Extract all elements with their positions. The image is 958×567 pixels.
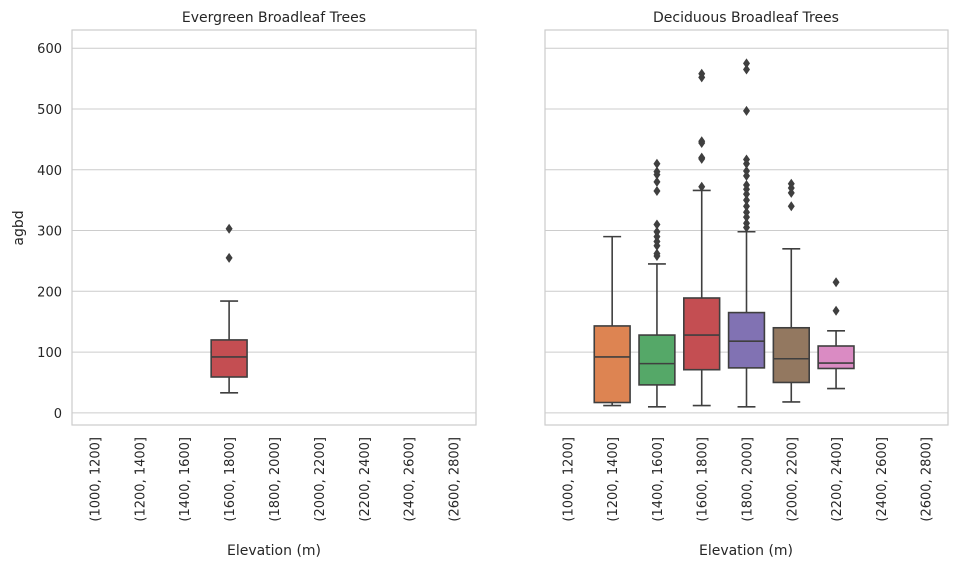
outlier-point <box>653 158 661 169</box>
outlier-point <box>653 219 661 230</box>
box-2200-2400 <box>817 277 855 390</box>
outlier-point <box>743 154 750 165</box>
x-tick-labels: (1000, 1200] (1200, 1400] (1400, 1600] (160… <box>561 437 934 522</box>
x-tick-label: (1400, 1600] <box>651 437 666 522</box>
outlier-point <box>787 201 795 212</box>
y-tick-label: 200 <box>37 285 62 300</box>
iqr-box <box>817 345 855 370</box>
iqr-box <box>638 334 676 386</box>
y-tick-label: 300 <box>37 225 62 240</box>
y-gridlines <box>72 47 476 414</box>
y-axis-label: agbd <box>11 210 27 245</box>
x-tick-label: (2400, 2600] <box>403 437 418 522</box>
box-1600-1800 <box>210 223 248 394</box>
box-1600-1800 <box>683 68 721 407</box>
y-tick-label: 500 <box>37 103 62 118</box>
x-tick-label: (2200, 2400] <box>830 437 845 522</box>
outlier-point <box>698 136 706 147</box>
iqr-box <box>210 339 248 378</box>
x-tick-label: (2200, 2400] <box>358 437 373 522</box>
x-tick-label: (2000, 2200] <box>785 437 800 522</box>
box-2000-2200 <box>772 178 810 403</box>
outlier-point <box>653 176 661 187</box>
y-tick-label: 100 <box>37 346 62 361</box>
y-tick-label: 400 <box>37 164 62 179</box>
outlier-point <box>653 226 661 237</box>
x-tick-label: (1800, 2000] <box>741 437 756 522</box>
x-tick-label: (2600, 2800] <box>920 437 935 522</box>
outlier-point <box>225 223 233 234</box>
x-axis-label: Elevation (m) <box>699 543 793 559</box>
plot-frame <box>71 29 477 426</box>
plot-frame <box>544 29 949 426</box>
x-tick-label: (1000, 1200] <box>561 437 576 522</box>
iqr-box <box>683 297 721 371</box>
x-tick-label: (2600, 2800] <box>448 437 463 522</box>
boxes <box>593 58 855 408</box>
outlier-point <box>743 195 750 206</box>
y-tick-labels: 0 100 200 300 400 500 600 <box>37 42 62 422</box>
iqr-box <box>772 326 810 384</box>
x-tick-label: (1600, 1800] <box>696 437 711 522</box>
y-tick-label: 0 <box>54 407 62 422</box>
panel-title: Evergreen Broadleaf Trees <box>182 10 366 26</box>
panel-title: Deciduous Broadleaf Trees <box>653 10 839 26</box>
outlier-point <box>653 248 661 259</box>
box-1400-1600 <box>638 158 676 408</box>
boxes <box>210 223 248 394</box>
x-tick-label: (1200, 1400] <box>606 437 621 522</box>
x-tick-label: (1800, 2000] <box>268 437 283 522</box>
box-1800-2000 <box>727 58 766 408</box>
outlier-point <box>743 105 750 116</box>
panel-evergreen: Evergreen Broadleaf Trees 0 100 200 300 400 5… <box>11 10 477 559</box>
iqr-box <box>593 325 631 404</box>
panel-deciduous: Deciduous Broadleaf Trees (1000, 1200] (1… <box>544 10 949 559</box>
x-tick-label: (2400, 2600] <box>875 437 890 522</box>
outlier-point <box>653 166 661 177</box>
outlier-point <box>653 186 661 197</box>
outlier-point <box>225 252 233 263</box>
x-tick-label: (1600, 1800] <box>223 437 238 522</box>
outlier-point <box>832 277 840 288</box>
x-tick-label: (1000, 1200] <box>88 437 103 522</box>
outlier-point <box>743 207 750 218</box>
outlier-point <box>743 58 750 69</box>
outlier-point <box>743 201 750 212</box>
outlier-point <box>698 68 706 79</box>
x-tick-label: (2000, 2200] <box>313 437 328 522</box>
outlier-point <box>743 179 750 190</box>
x-axis-label: Elevation (m) <box>227 543 321 559</box>
x-tick-labels: (1000, 1200] (1200, 1400] (1400, 1600] (160… <box>88 437 462 522</box>
outlier-point <box>787 178 795 189</box>
iqr-box <box>727 311 766 369</box>
outlier-point <box>743 165 750 176</box>
outlier-point <box>743 218 750 229</box>
outlier-point <box>698 181 706 192</box>
outlier-point <box>743 64 750 75</box>
x-tick-label: (1400, 1600] <box>178 437 193 522</box>
box-1200-1400 <box>593 235 631 407</box>
y-tick-label: 600 <box>37 42 62 57</box>
outlier-point <box>698 152 706 163</box>
x-tick-label: (1200, 1400] <box>133 437 148 522</box>
outlier-point <box>832 305 840 316</box>
